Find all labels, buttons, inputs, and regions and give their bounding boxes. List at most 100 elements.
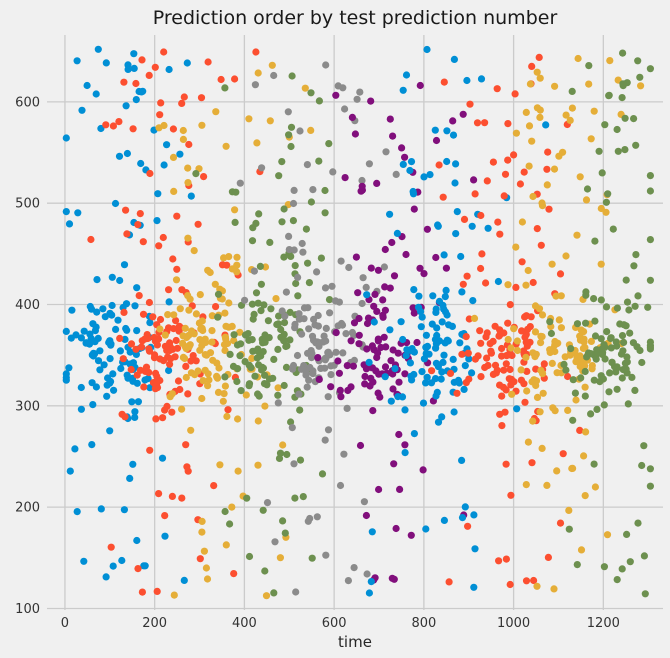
data-point: [223, 339, 232, 348]
data-point: [62, 370, 70, 378]
data-point: [296, 406, 304, 414]
data-point: [78, 106, 86, 114]
data-point: [197, 94, 206, 102]
data-point: [631, 302, 639, 310]
data-point: [418, 368, 426, 376]
data-point: [582, 319, 590, 327]
data-point: [155, 242, 163, 250]
data-point: [109, 122, 117, 130]
data-point: [183, 59, 191, 67]
chart-title: Prediction order by test prediction numb…: [153, 7, 558, 29]
data-point: [580, 335, 588, 343]
data-point: [536, 113, 544, 121]
data-point: [449, 355, 457, 363]
data-point: [646, 276, 655, 284]
data-point: [406, 166, 414, 175]
data-point: [452, 160, 460, 168]
data-point: [344, 577, 352, 585]
data-point: [65, 220, 74, 228]
data-point: [455, 379, 463, 387]
data-point: [536, 74, 544, 82]
data-point: [402, 352, 410, 360]
data-point: [91, 327, 99, 335]
data-point: [530, 576, 538, 585]
data-point: [293, 351, 302, 360]
data-point: [386, 210, 394, 218]
data-point: [96, 366, 104, 374]
data-point: [285, 131, 293, 139]
data-point: [219, 397, 227, 405]
data-point: [443, 127, 451, 135]
data-point: [176, 150, 184, 158]
data-point: [178, 494, 186, 502]
data-point: [115, 152, 124, 160]
data-point: [620, 338, 628, 346]
data-point: [458, 456, 466, 464]
data-point: [533, 225, 541, 233]
data-point: [150, 354, 159, 362]
data-point: [68, 306, 76, 314]
data-point: [196, 291, 204, 299]
data-point: [595, 147, 603, 155]
data-point: [504, 319, 512, 327]
data-point: [122, 324, 130, 333]
data-point: [543, 481, 551, 489]
data-point: [291, 262, 299, 270]
data-point: [170, 591, 178, 599]
data-point: [274, 399, 282, 407]
data-point: [608, 358, 616, 366]
data-point: [423, 45, 431, 54]
data-point: [231, 75, 239, 83]
data-point: [230, 570, 238, 578]
data-point: [477, 75, 486, 83]
data-point: [396, 485, 404, 493]
data-point: [271, 538, 279, 546]
data-point: [531, 328, 540, 336]
data-point: [550, 165, 559, 173]
data-point: [438, 318, 446, 326]
data-point: [291, 320, 299, 328]
data-point: [358, 299, 366, 308]
data-point: [288, 424, 296, 432]
data-point: [572, 358, 580, 366]
data-point: [531, 302, 540, 310]
data-point: [518, 258, 526, 266]
data-point: [62, 208, 70, 216]
data-point: [498, 422, 506, 430]
data-point: [494, 277, 502, 286]
data-point: [261, 567, 269, 575]
data-point: [555, 316, 563, 324]
data-point: [470, 314, 479, 322]
data-point: [349, 362, 357, 370]
data-point: [132, 345, 140, 353]
data-point: [88, 441, 96, 449]
data-point: [597, 335, 605, 343]
data-point: [149, 313, 157, 321]
data-point: [225, 299, 233, 307]
data-point: [591, 483, 600, 491]
data-point: [434, 418, 443, 426]
data-point: [392, 170, 400, 178]
data-point: [537, 339, 545, 347]
data-point: [205, 376, 213, 384]
data-point: [278, 158, 286, 166]
data-point: [119, 355, 127, 363]
data-point: [416, 264, 424, 272]
data-point: [172, 317, 180, 325]
data-point: [334, 357, 342, 365]
data-point: [386, 115, 394, 123]
data-point: [552, 292, 560, 300]
data-point: [602, 208, 610, 216]
data-point: [550, 585, 558, 593]
data-point: [154, 190, 162, 198]
data-point: [367, 578, 375, 586]
data-point: [198, 528, 206, 536]
data-point: [391, 365, 399, 373]
data-point: [399, 335, 407, 344]
data-point: [414, 303, 423, 311]
data-point: [471, 190, 479, 198]
data-point: [365, 160, 373, 168]
data-point: [361, 372, 369, 381]
data-point: [322, 337, 330, 345]
data-point: [535, 53, 543, 62]
